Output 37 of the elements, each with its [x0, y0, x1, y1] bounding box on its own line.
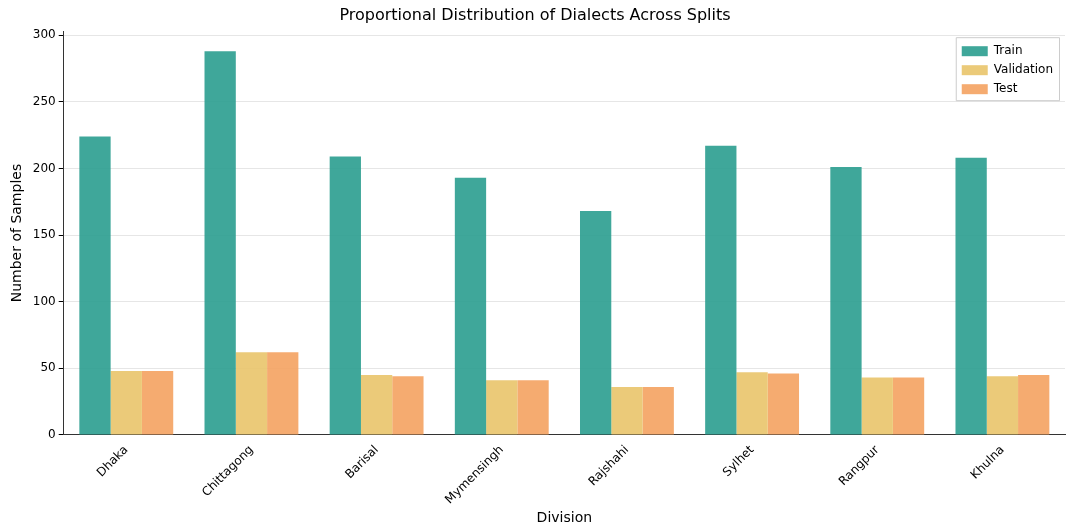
bar [830, 167, 862, 435]
bar [204, 51, 236, 435]
bar [79, 136, 111, 435]
y-tick-label: 0 [48, 427, 56, 442]
bar [360, 374, 393, 435]
bar [486, 380, 518, 435]
legend-label: Validation [993, 62, 1054, 77]
legend-label: Test [992, 81, 1018, 96]
y-axis-title: Number of Samples [8, 163, 25, 303]
y-tick-label: 150 [32, 227, 56, 242]
bar [767, 373, 800, 435]
bar [141, 370, 174, 435]
y-tick-label: 50 [40, 360, 56, 375]
y-tick-label: 300 [32, 27, 56, 42]
bar [392, 376, 424, 435]
bar [580, 211, 612, 435]
bar [611, 386, 643, 435]
bar [517, 380, 549, 435]
bar [892, 377, 925, 435]
bar [454, 177, 487, 435]
y-tick-label: 250 [32, 93, 56, 108]
chart-title: Proportional Distribution of Dialects Across Splits [339, 4, 731, 24]
y-tick-label: 200 [32, 160, 56, 175]
bar [235, 352, 268, 435]
legend-label: Train [992, 43, 1023, 58]
bar [110, 370, 142, 435]
x-axis-title: Division [536, 509, 593, 526]
bar [642, 386, 674, 435]
bar [861, 377, 893, 435]
bar [1018, 374, 1050, 435]
bar [705, 145, 737, 435]
bar [736, 372, 768, 435]
bar [955, 157, 987, 435]
y-tick-label: 100 [32, 293, 56, 308]
bar [267, 352, 299, 435]
bar [986, 376, 1019, 435]
bar [329, 156, 361, 435]
